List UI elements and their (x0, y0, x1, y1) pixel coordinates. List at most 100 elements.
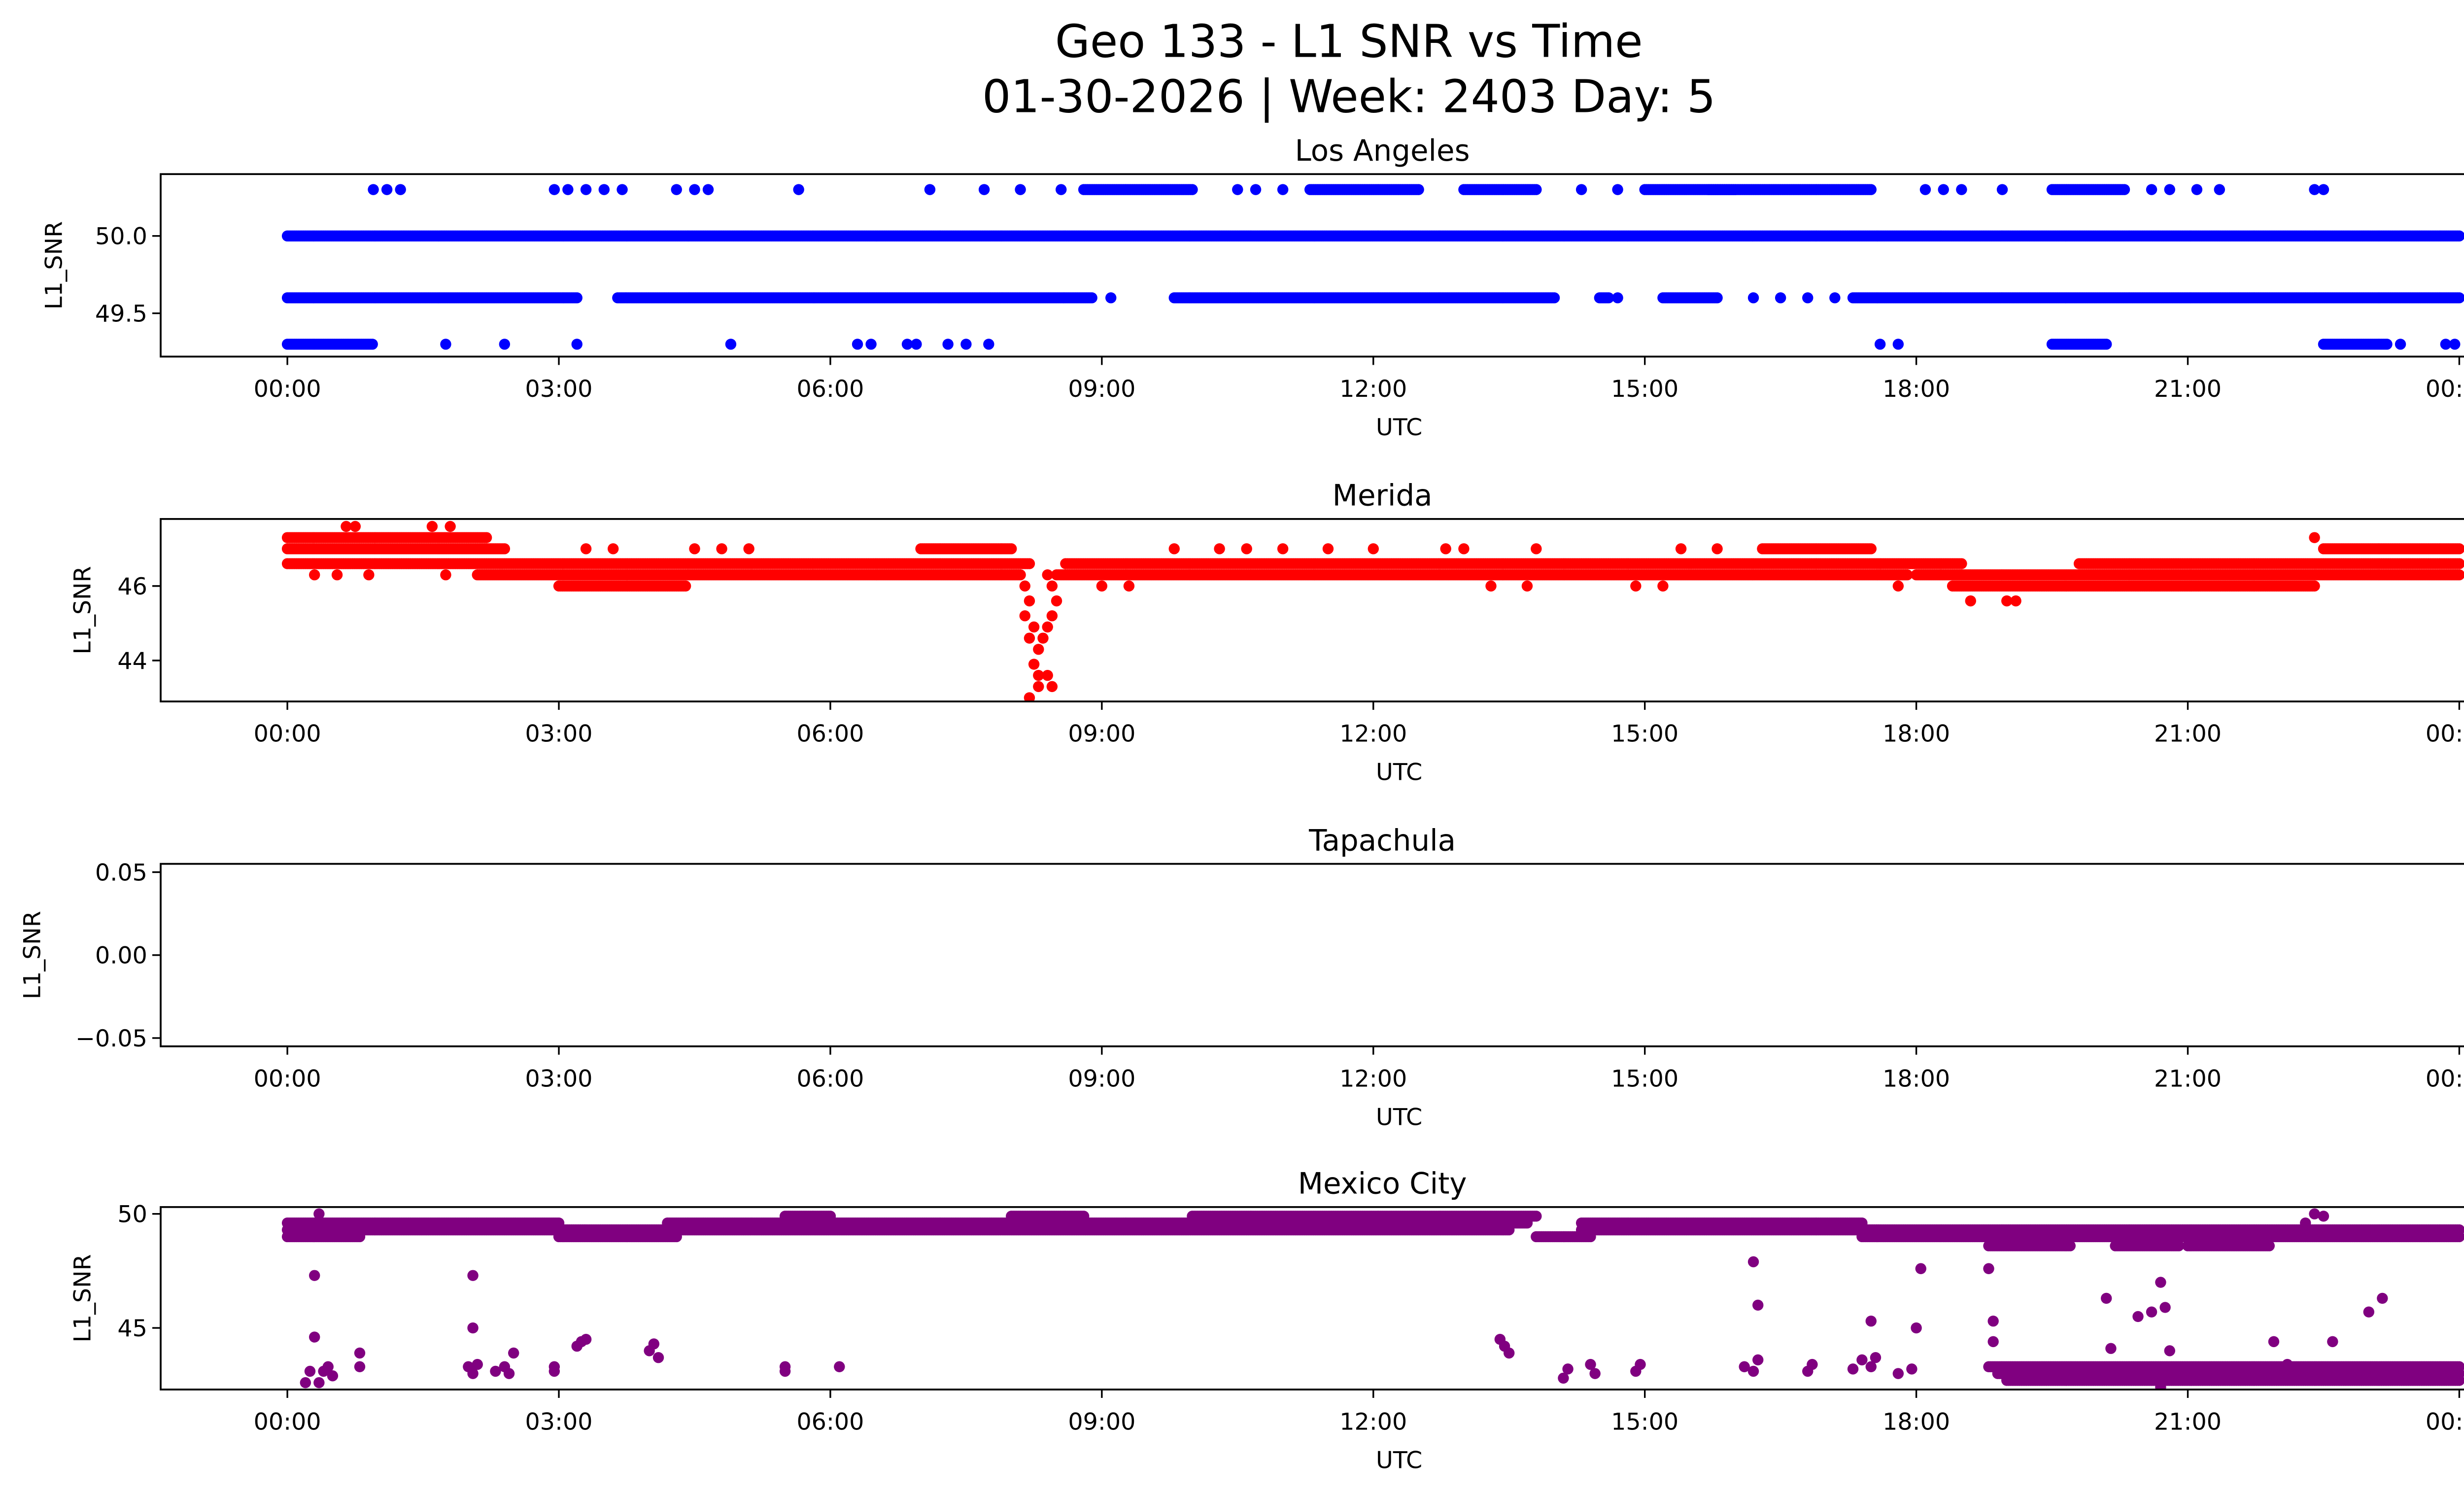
data-point (2318, 184, 2329, 195)
data-point (924, 184, 936, 195)
data-point (793, 184, 804, 195)
data-point (499, 543, 511, 555)
data-point (1802, 292, 1814, 304)
data-point (562, 184, 574, 195)
data-point (1575, 184, 1587, 195)
data-point (852, 339, 863, 350)
y-tick-label: 50.0 (95, 223, 147, 250)
data-point (1892, 339, 1904, 350)
data-point (1006, 543, 1017, 555)
data-point (1996, 184, 2008, 195)
data-point (1603, 292, 1614, 304)
data-point (1232, 184, 1243, 195)
data-point (395, 184, 406, 195)
data-point (1277, 184, 1289, 195)
x-axis-label: UTC (1376, 414, 1422, 441)
data-point (1956, 558, 1967, 569)
data-point (1747, 292, 1759, 304)
data-point (2381, 339, 2393, 350)
data-point (1956, 184, 1967, 195)
data-point (2454, 230, 2464, 242)
x-tick-label: 18:00 (1882, 376, 1950, 403)
x-tick-label: 00:00 (2426, 376, 2464, 403)
data-point (1105, 292, 1117, 304)
data-point (440, 339, 451, 350)
data-point (571, 339, 582, 350)
data-point (1548, 292, 1560, 304)
data-point (381, 184, 393, 195)
panel-title: Los Angeles (1295, 134, 1470, 168)
data-point (1413, 184, 1424, 195)
data-point (1015, 184, 1026, 195)
data-point (2309, 184, 2320, 195)
data-point (2119, 184, 2130, 195)
data-point (1531, 184, 1542, 195)
data-point (689, 184, 700, 195)
data-point (2395, 339, 2406, 350)
data-point (1874, 339, 1886, 350)
scatter-series (281, 521, 2464, 702)
y-tick-label: 49.5 (95, 301, 147, 328)
panel-los-angeles: Los Angeles 00:00 03:00 06:00 09:00 12:00 15:0… (41, 134, 2464, 441)
data-point (2440, 339, 2452, 350)
data-point (1711, 292, 1723, 304)
data-point (702, 184, 714, 195)
data-point (548, 184, 560, 195)
data-point (865, 339, 877, 350)
figure-title-line1: Geo 133 - L1 SNR vs Time (1055, 15, 1643, 68)
x-tick-label: 12:00 (1339, 376, 1407, 403)
data-point (1829, 292, 1841, 304)
panel-title: Merida (1333, 479, 1433, 513)
axes-frame (160, 173, 2464, 358)
data-point (901, 339, 913, 350)
data-point (2101, 339, 2112, 350)
x-tick-label: 15:00 (1611, 376, 1678, 403)
data-point (368, 184, 379, 195)
data-point (580, 184, 592, 195)
data-point (571, 292, 582, 304)
data-point (1938, 184, 1949, 195)
data-point (1250, 184, 1262, 195)
data-point (983, 339, 994, 350)
x-tick-label: 03:00 (525, 376, 593, 403)
data-point (1775, 292, 1786, 304)
data-point (480, 532, 492, 543)
data-point (725, 339, 737, 350)
data-point (598, 184, 610, 195)
data-point (1015, 569, 1026, 581)
data-point (2191, 184, 2203, 195)
data-point (2146, 184, 2157, 195)
data-point (1612, 292, 1623, 304)
x-tick-label: 09:00 (1068, 376, 1135, 403)
data-point (1612, 184, 1623, 195)
data-point (680, 580, 691, 592)
data-point (2449, 339, 2461, 350)
data-point (1865, 543, 1877, 555)
data-point (1919, 184, 1931, 195)
data-point (1187, 184, 1198, 195)
data-point (616, 184, 628, 195)
data-point (942, 339, 954, 350)
scatter-series (281, 184, 2464, 350)
data-point (960, 339, 972, 350)
data-point (978, 184, 990, 195)
data-point (911, 339, 922, 350)
y-axis-label: L1_SNR (41, 221, 68, 310)
data-point (1086, 292, 1097, 304)
x-tick-label: 21:00 (2154, 376, 2222, 403)
data-point (1865, 184, 1877, 195)
data-point (1056, 184, 1067, 195)
figure-title-line2: 01-30-2026 | Week: 2403 Day: 5 (982, 70, 1715, 123)
x-tick-label: 06:00 (796, 376, 864, 403)
data-point (499, 339, 511, 350)
data-point (2454, 292, 2464, 304)
data-point (2164, 184, 2175, 195)
data-point (671, 184, 682, 195)
x-tick-label: 00:00 (254, 376, 321, 403)
data-point (1024, 558, 1035, 569)
data-point (367, 339, 378, 350)
data-point (2214, 184, 2225, 195)
